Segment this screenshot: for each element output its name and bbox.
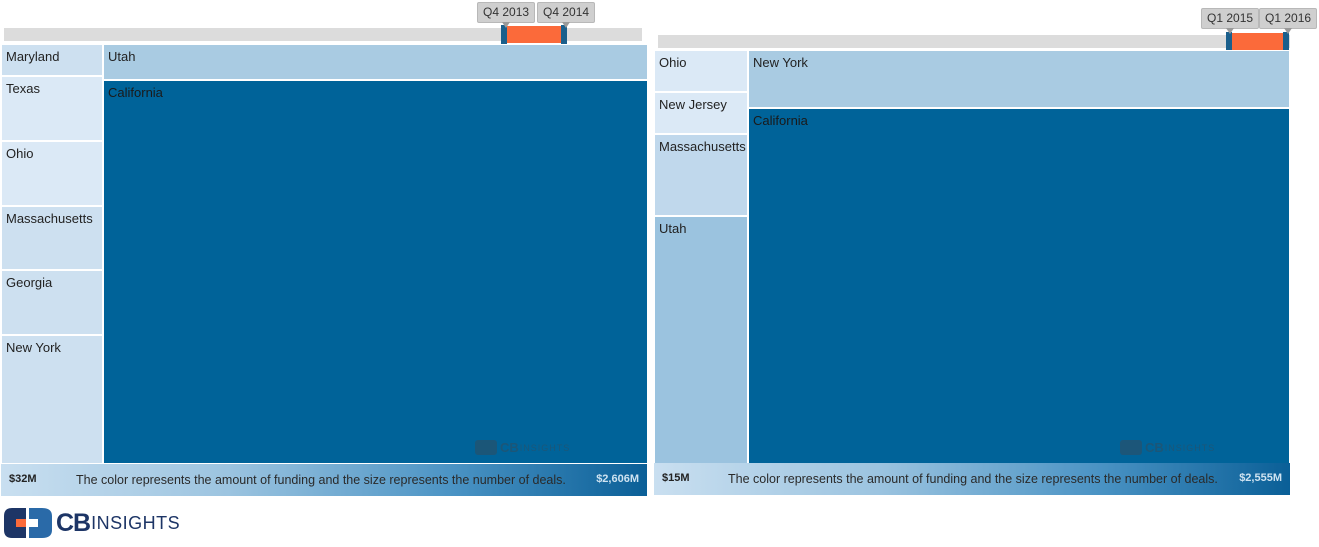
treemap-panel-right: Q1 2015 Q1 2016 Ohio New Jersey Massachuse… xyxy=(653,0,1318,500)
watermark-insights-text: INSIGHTS xyxy=(519,442,571,453)
time-slider-range[interactable] xyxy=(504,26,564,43)
slider-end-label: Q1 2016 xyxy=(1259,8,1318,34)
time-slider-start-handle[interactable] xyxy=(1226,32,1232,51)
treemap-tile[interactable]: Ohio xyxy=(1,141,103,206)
treemap-tile[interactable]: Texas xyxy=(1,76,103,141)
treemap-tile-label: Ohio xyxy=(659,55,687,70)
time-slider-track[interactable] xyxy=(658,35,1290,48)
color-legend: $15M The color represents the amount of … xyxy=(654,463,1290,495)
treemap-tile[interactable]: California xyxy=(748,108,1290,464)
legend-caption: The color represents the amount of fundi… xyxy=(76,473,566,487)
treemap-tile[interactable]: Ohio xyxy=(654,50,748,92)
logo-cb-text: CB xyxy=(56,508,91,537)
treemap-tile-label: Ohio xyxy=(6,146,34,161)
color-legend: $32M The color represents the amount of … xyxy=(1,464,647,496)
treemap-tile[interactable]: Utah xyxy=(103,44,648,80)
treemap-tile-label: Utah xyxy=(659,221,687,236)
treemap-tile[interactable]: Utah xyxy=(654,216,748,464)
treemap-tile-label: Maryland xyxy=(6,49,60,64)
treemap-tile-label: New York xyxy=(753,55,808,70)
cb-insights-watermark: CB INSIGHTS xyxy=(475,440,570,455)
cb-insights-logo: CB INSIGHTS xyxy=(4,507,180,539)
treemap-tile-label: New York xyxy=(6,340,61,355)
treemap-tile-label: New Jersey xyxy=(659,97,727,112)
treemap-tile[interactable]: Georgia xyxy=(1,270,103,335)
treemap-tile-label: Massachusetts xyxy=(6,211,93,226)
treemap-tile-label: Texas xyxy=(6,81,40,96)
treemap-panel-left: Q4 2013 Q4 2014 Maryland Texas Ohio Massach… xyxy=(0,0,652,500)
legend-max-label: $2,555M xyxy=(1239,472,1282,484)
treemap-tile-label: Massachusetts xyxy=(659,139,746,154)
cb-watermark-icon xyxy=(475,440,497,455)
time-slider-end-handle[interactable] xyxy=(1283,32,1289,51)
cb-watermark-icon xyxy=(1120,440,1142,455)
legend-min-label: $32M xyxy=(9,473,37,485)
treemap-tile-label: Georgia xyxy=(6,275,53,290)
treemap-tile-label: Utah xyxy=(108,49,136,64)
treemap-tile[interactable]: California xyxy=(103,80,648,464)
time-slider-start-handle[interactable] xyxy=(501,25,507,44)
slider-start-label: Q1 2015 xyxy=(1201,8,1260,34)
time-slider-track[interactable] xyxy=(4,28,642,41)
treemap-tile[interactable]: Massachusetts xyxy=(654,134,748,216)
slider-start-label: Q4 2013 xyxy=(477,2,536,28)
time-slider-range[interactable] xyxy=(1229,33,1285,50)
cb-logo-icon xyxy=(4,508,52,538)
legend-caption: The color represents the amount of fundi… xyxy=(728,472,1218,486)
slider-end-label: Q4 2014 xyxy=(537,2,596,28)
watermark-cb-text: CB xyxy=(500,440,519,455)
treemap-tile[interactable]: New Jersey xyxy=(654,92,748,134)
legend-max-label: $2,606M xyxy=(596,473,639,485)
treemap-tile[interactable]: Maryland xyxy=(1,44,103,76)
treemap-tile-label: California xyxy=(753,113,808,128)
cb-insights-watermark: CB INSIGHTS xyxy=(1120,440,1215,455)
treemap-tile[interactable]: New York xyxy=(748,50,1290,108)
treemap-tile-label: California xyxy=(108,85,163,100)
treemap-tile[interactable]: New York xyxy=(1,335,103,464)
watermark-cb-text: CB xyxy=(1145,440,1164,455)
legend-min-label: $15M xyxy=(662,472,690,484)
treemap-tile[interactable]: Massachusetts xyxy=(1,206,103,270)
logo-insights-text: INSIGHTS xyxy=(91,512,181,533)
time-slider-end-handle[interactable] xyxy=(561,25,567,44)
watermark-insights-text: INSIGHTS xyxy=(1164,442,1216,453)
